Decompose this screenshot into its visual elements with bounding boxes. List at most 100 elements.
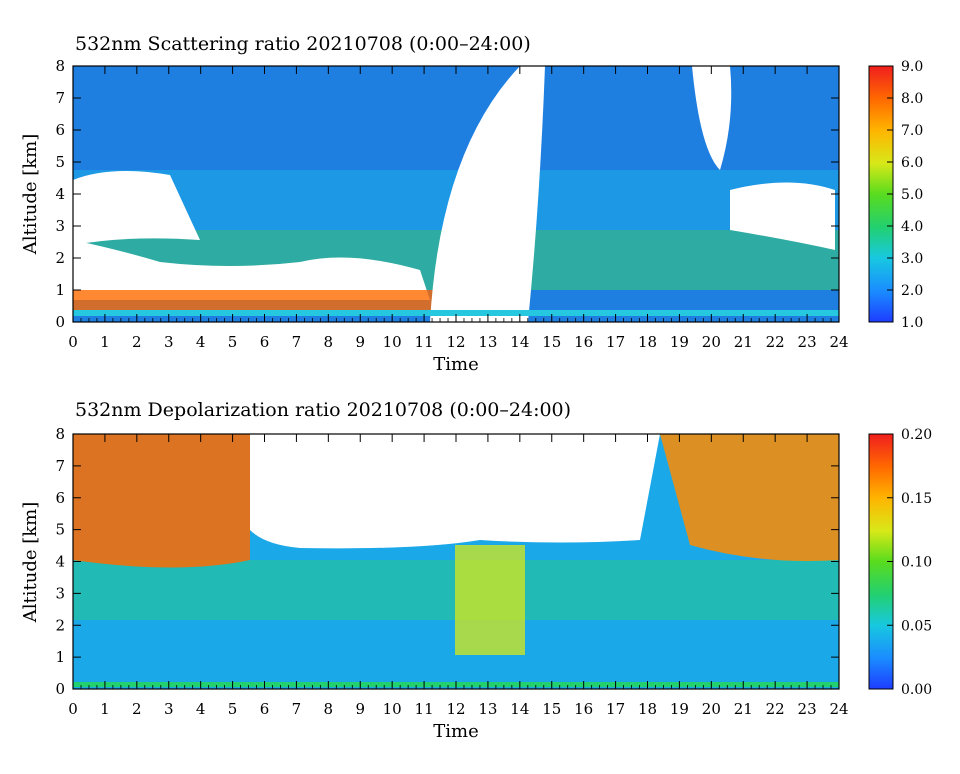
x-tick-label: 1 (100, 700, 110, 718)
x-tick-label: 18 (638, 700, 657, 718)
y-tick-label: 1 (55, 648, 65, 666)
colorbar-ticks: 0.00 0.05 0.10 0.15 0.20 (887, 427, 932, 698)
surface-band (73, 310, 839, 316)
x-tick-label: 21 (734, 333, 753, 351)
x-tick-label: 23 (798, 700, 817, 718)
x-tick-label: 7 (292, 333, 302, 351)
panel-depolarization: 532nm Depolarization ratio 20210708 (0:0… (20, 399, 932, 742)
x-tick-label: 20 (702, 700, 721, 718)
colorbar-tick-label: 7.0 (901, 123, 923, 139)
y-tick-label: 2 (55, 616, 65, 634)
x-tick-label: 4 (196, 333, 206, 351)
left-white-patch (73, 171, 200, 245)
x-tick-label: 14 (510, 700, 529, 718)
x-tick-label: 20 (702, 333, 721, 351)
y-tick-label: 8 (55, 57, 65, 75)
x-tick-label: 15 (542, 333, 561, 351)
y-tick-label: 6 (55, 121, 65, 139)
colorbar-tick-label: 4.0 (901, 219, 923, 235)
y-axis-label: Altitude [km] (20, 502, 41, 624)
x-tick-label: 18 (638, 333, 657, 351)
x-tick-label: 17 (606, 333, 625, 351)
x-tick-label: 11 (415, 700, 434, 718)
x-tick-label: 8 (324, 700, 334, 718)
x-tick-label: 1 (100, 333, 110, 351)
axes: 0 1 2 3 4 5 6 7 8 9 10 11 12 13 14 15 16 17 18 19 20 21 22 23 24… (55, 425, 848, 718)
x-tick-label: 3 (164, 333, 174, 351)
x-tick-label: 7 (292, 700, 302, 718)
x-tick-label: 16 (574, 700, 593, 718)
y-tick-label: 7 (55, 457, 65, 475)
y-axis-label: Altitude [km] (20, 134, 41, 256)
heatmap-area (73, 434, 839, 689)
panel-title: 532nm Scattering ratio 20210708 (0:00–24… (75, 33, 531, 55)
x-tick-label: 22 (766, 700, 785, 718)
upper-white-patch (690, 66, 732, 170)
y-tick-label: 0 (55, 680, 65, 698)
colorbar-tick-label: 6.0 (901, 155, 923, 171)
x-tick-label: 5 (228, 700, 238, 718)
x-tick-label: 16 (574, 333, 593, 351)
x-tick-label: 12 (446, 333, 465, 351)
x-tick-label: 0 (68, 333, 78, 351)
x-tick-label: 0 (68, 700, 78, 718)
y-tick-label: 5 (55, 153, 65, 171)
colorbar-tick-label: 0.00 (901, 682, 932, 698)
x-tick-label: 4 (196, 700, 206, 718)
x-tick-label: 6 (260, 700, 270, 718)
x-axis-label: Time (433, 721, 478, 742)
x-tick-label: 10 (383, 700, 402, 718)
cloud-column (455, 545, 525, 655)
x-tick-label: 23 (798, 333, 817, 351)
x-tick-label: 2 (132, 333, 142, 351)
colorbar-tick-label: 0.20 (901, 427, 932, 443)
cloud-free-region (73, 240, 430, 322)
x-tick-label: 13 (478, 333, 497, 351)
x-tick-label: 9 (355, 333, 365, 351)
x-tick-label: 19 (670, 333, 689, 351)
y-tick-label: 2 (55, 249, 65, 267)
panel-title: 532nm Depolarization ratio 20210708 (0:0… (75, 399, 571, 421)
colorbar-tick-label: 3.0 (901, 251, 923, 267)
x-tick-label: 3 (164, 700, 174, 718)
x-tick-label: 24 (829, 700, 848, 718)
colorbar-tick-label: 9.0 (901, 59, 923, 75)
panel-scattering: 532nm Scattering ratio 20210708 (0:00–24… (20, 33, 923, 375)
saturated-cloud (430, 66, 545, 322)
x-tick-label: 15 (542, 700, 561, 718)
y-tick-label: 4 (55, 553, 65, 571)
colorbar-tick-label: 5.0 (901, 187, 923, 203)
x-tick-label: 12 (446, 700, 465, 718)
colorbar-tick-label: 2.0 (901, 283, 923, 299)
x-tick-label: 10 (383, 333, 402, 351)
colorbar-ticks: 1.0 2.0 3.0 4.0 5.0 6.0 7.0 8.0 9.0 (887, 59, 923, 331)
x-tick-label: 2 (132, 700, 142, 718)
colorbar-tick-label: 0.05 (901, 618, 932, 634)
y-tick-label: 6 (55, 489, 65, 507)
y-tick-label: 4 (55, 185, 65, 203)
x-tick-label: 5 (228, 333, 238, 351)
x-tick-label: 14 (510, 333, 529, 351)
y-tick-label: 3 (55, 217, 65, 235)
x-tick-label: 24 (829, 333, 848, 351)
x-tick-label: 9 (355, 700, 365, 718)
colorbar-tick-label: 0.10 (901, 555, 932, 571)
axes: 0 1 2 3 4 5 6 7 8 9 10 11 12 13 14 15 16 17 18 19 20 21 22 23 24… (55, 57, 848, 351)
colorbar-tick-label: 0.15 (901, 491, 932, 507)
y-tick-label: 0 (55, 313, 65, 331)
x-tick-label: 13 (478, 700, 497, 718)
colorbar-tick-label: 1.0 (901, 315, 923, 331)
right-layer (660, 434, 839, 561)
colorbar-tick-label: 8.0 (901, 91, 923, 107)
x-tick-label: 6 (260, 333, 270, 351)
upper-white-patch (250, 434, 660, 549)
dust-layer (73, 434, 250, 568)
x-tick-label: 11 (415, 333, 434, 351)
y-tick-label: 1 (55, 281, 65, 299)
x-tick-label: 8 (324, 333, 334, 351)
boundary-layer (73, 290, 433, 310)
y-tick-label: 5 (55, 521, 65, 539)
x-tick-label: 21 (734, 700, 753, 718)
